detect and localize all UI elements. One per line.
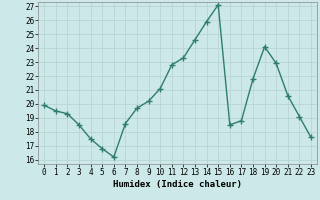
- X-axis label: Humidex (Indice chaleur): Humidex (Indice chaleur): [113, 180, 242, 189]
